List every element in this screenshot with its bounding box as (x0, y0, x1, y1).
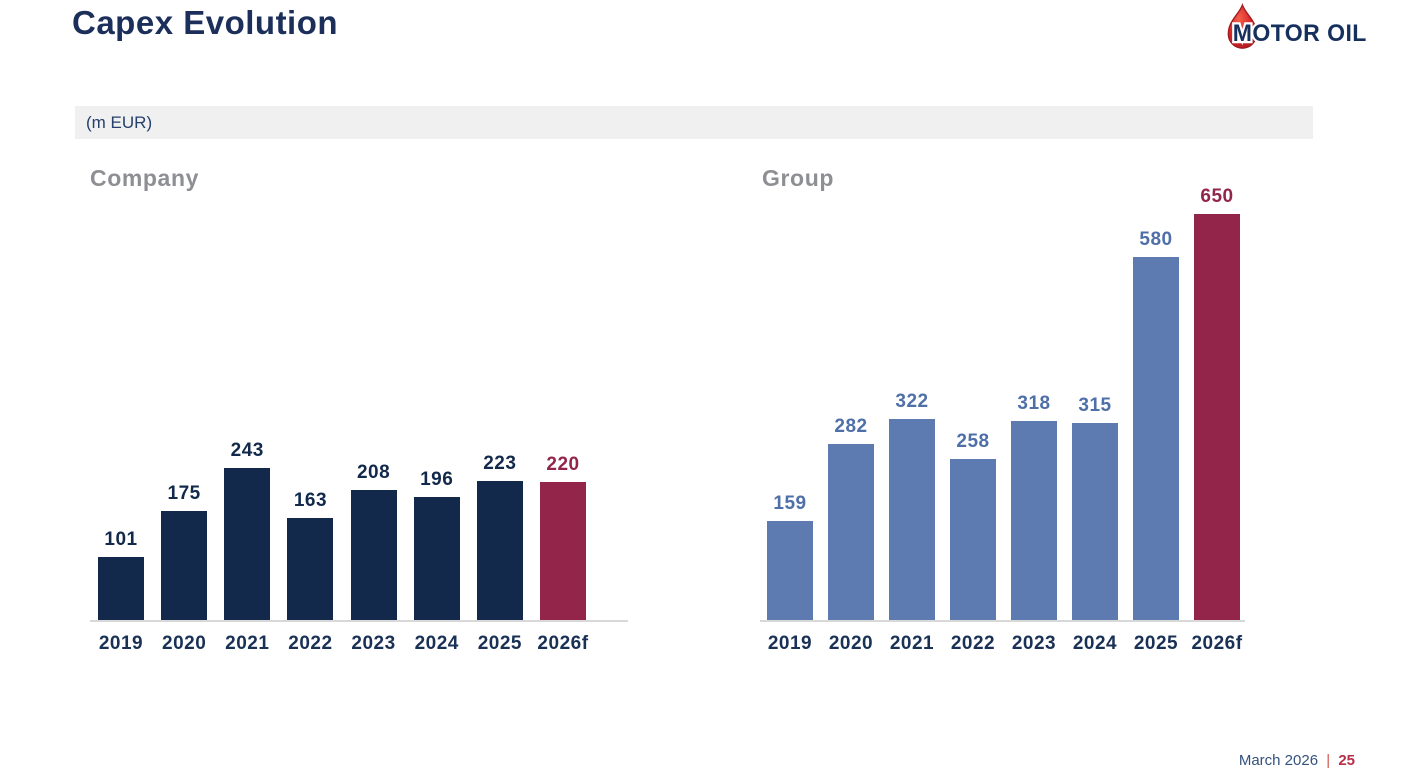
bar (1011, 421, 1057, 620)
bar-value-label: 163 (293, 490, 328, 511)
footer-separator: | (1326, 752, 1331, 769)
motor-oil-logo-graphic: MOTOR OIL (1227, 3, 1369, 49)
bar (539, 482, 586, 620)
group-bars: 159 2019 282 2020 322 2021 258 2022 318 2023 315 20… (767, 186, 1242, 654)
unit-label: (m EUR) (86, 112, 153, 132)
bar-group: 318 2023 (1011, 393, 1057, 654)
page-title: Capex Evolution (72, 4, 339, 41)
x-tick-label: 2021 (889, 633, 935, 654)
bar-value-label: 315 (1078, 395, 1112, 416)
bar (224, 468, 271, 620)
bar-group: 322 2021 (889, 391, 935, 654)
x-tick-label: 2019 (98, 633, 144, 654)
oil-droplet-icon (1227, 3, 1258, 49)
bar (476, 481, 523, 620)
bar-value-label: 159 (773, 493, 807, 514)
x-tick-label: 2023 (351, 633, 396, 654)
x-tick-label: 2021 (225, 633, 270, 654)
x-tick-label: 2025 (477, 633, 522, 654)
bar-group: 243 2021 (224, 440, 271, 654)
footer: March 2026 | 25 (1239, 752, 1355, 769)
group-chart: 159 2019 282 2020 322 2021 258 2022 318 2023 315 20… (760, 186, 1245, 654)
bar (889, 419, 935, 620)
x-tick-label: 2026f (537, 633, 589, 654)
motor-oil-logo: MOTOR OIL (1223, 3, 1373, 51)
bar-group: 223 2025 (476, 453, 523, 654)
bar-group: 175 2020 (161, 483, 208, 654)
bar-value-label: 196 (420, 469, 454, 490)
company-chart-title: Company (90, 165, 199, 191)
x-tick-label: 2020 (162, 633, 207, 654)
x-tick-label: 2020 (828, 633, 874, 654)
bar (1194, 214, 1240, 620)
bar-group: 208 2023 (350, 462, 397, 654)
bar (1133, 257, 1179, 620)
bar-group: 282 2020 (828, 416, 874, 654)
bar-group: 650 2026f (1191, 186, 1242, 654)
bar-value-label: 208 (356, 462, 391, 483)
bar-group: 101 2019 (98, 529, 144, 654)
bar-value-label: 322 (895, 391, 929, 412)
bar-value-label: 580 (1139, 229, 1173, 250)
bar-value-label: 223 (483, 453, 517, 474)
x-tick-label: 2024 (1072, 633, 1118, 654)
group-chart-title: Group (762, 165, 834, 191)
bar (767, 521, 813, 620)
company-bars: 101 2019 175 2020 243 2021 163 2022 208 2023 196 20… (98, 440, 588, 654)
x-tick-label: 2022 (950, 633, 996, 654)
bar-group: 580 2025 (1133, 229, 1179, 654)
bar-group: 258 2022 (950, 431, 996, 654)
bar-value-label: 220 (546, 454, 580, 475)
bar-value-label: 258 (956, 431, 990, 452)
bar (1072, 423, 1118, 620)
x-tick-label: 2024 (414, 633, 459, 654)
x-tick-label: 2019 (767, 633, 813, 654)
x-tick-label: 2026f (1191, 633, 1243, 654)
bar (161, 511, 208, 620)
bar-group: 315 2024 (1072, 395, 1118, 654)
bar-value-label: 650 (1200, 186, 1234, 207)
logo-brand-text: MOTOR OIL (1233, 20, 1367, 47)
bar-value-label: 282 (834, 416, 868, 437)
bar (98, 557, 144, 620)
bar-group: 163 2022 (287, 490, 334, 654)
bar-group: 220 2026f (537, 454, 588, 654)
bar-group: 159 2019 (767, 493, 813, 654)
company-chart: 101 2019 175 2020 243 2021 163 2022 208 2023 196 20… (90, 195, 628, 654)
bar-value-label: 101 (104, 529, 138, 550)
bar (413, 497, 460, 620)
bar-group: 196 2024 (413, 469, 460, 654)
bar (950, 459, 996, 620)
bar-value-label: 318 (1017, 393, 1051, 414)
footer-page-number: 25 (1338, 752, 1355, 769)
bar-value-label: 175 (167, 483, 201, 504)
x-tick-label: 2025 (1133, 633, 1179, 654)
x-tick-label: 2023 (1011, 633, 1057, 654)
bar-value-label: 243 (230, 440, 264, 461)
unit-band: (m EUR) (75, 106, 1313, 139)
bar (287, 518, 334, 620)
bar (828, 444, 874, 620)
footer-date: March 2026 (1238, 752, 1319, 769)
x-tick-label: 2022 (288, 633, 333, 654)
bar (350, 490, 397, 620)
